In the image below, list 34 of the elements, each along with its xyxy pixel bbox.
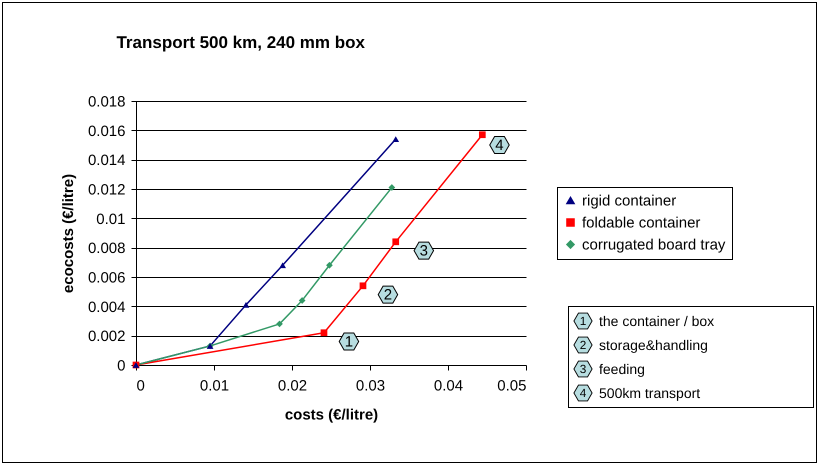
x-tick-label: 0 [136,378,145,394]
annotation: 4 [495,137,504,154]
y-tick-label: 0.01 [96,210,126,228]
x-axis-title: costs (€/litre) [284,406,378,424]
x-tick-label: 0.05 [497,378,526,394]
legend-label: corrugated board tray [582,236,726,254]
x-tick-label: 0.03 [356,378,386,394]
hexagon-icon: 1 [573,311,593,331]
text: the container / box [599,313,714,329]
y-tick-label: 0 [117,358,126,374]
text: 500km transport [599,385,700,401]
y-tick-label: 0.004 [88,298,126,316]
chart-title: Transport 500 km, 240 mm box [116,33,366,52]
hexagon-icon: 3 [573,359,593,379]
hexagon-icon: 2 [573,335,593,355]
y-tick-label: 0.014 [88,152,126,170]
hexagon-icon: 4 [573,383,593,403]
y-tick-label: 0.012 [88,182,126,198]
annotation: 2 [384,286,392,304]
annotation: 3 [420,242,428,260]
x-tick-label: 0.01 [200,378,230,394]
text: feeding [599,361,645,377]
y-tick-label: 0.008 [88,240,126,258]
legend-label: rigid container [582,192,676,210]
x-tick-label: 0.04 [434,378,464,394]
y-tick-label: 0.018 [88,94,126,110]
legend-label: foldable container [582,214,700,232]
x-tick-label: 0.02 [278,378,308,394]
text: storage&handling [599,337,708,353]
y-tick-label: 0.002 [88,328,126,346]
annotation: 1 [344,334,354,351]
y-axis-title: ecocosts (€/litre) [60,174,77,294]
y-tick-label: 0.006 [88,270,126,286]
y-tick-label: 0.016 [88,122,126,140]
